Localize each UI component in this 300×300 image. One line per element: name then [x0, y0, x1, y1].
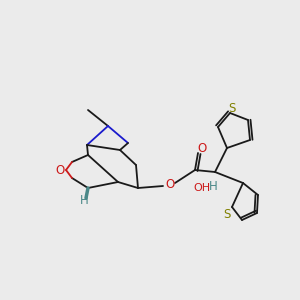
Text: S: S — [228, 101, 236, 115]
Text: O: O — [56, 164, 64, 176]
Text: O: O — [165, 178, 175, 191]
Text: OH: OH — [194, 183, 211, 193]
Text: O: O — [197, 142, 207, 155]
Text: H: H — [208, 179, 217, 193]
Text: S: S — [223, 208, 231, 221]
Text: H: H — [80, 194, 88, 206]
